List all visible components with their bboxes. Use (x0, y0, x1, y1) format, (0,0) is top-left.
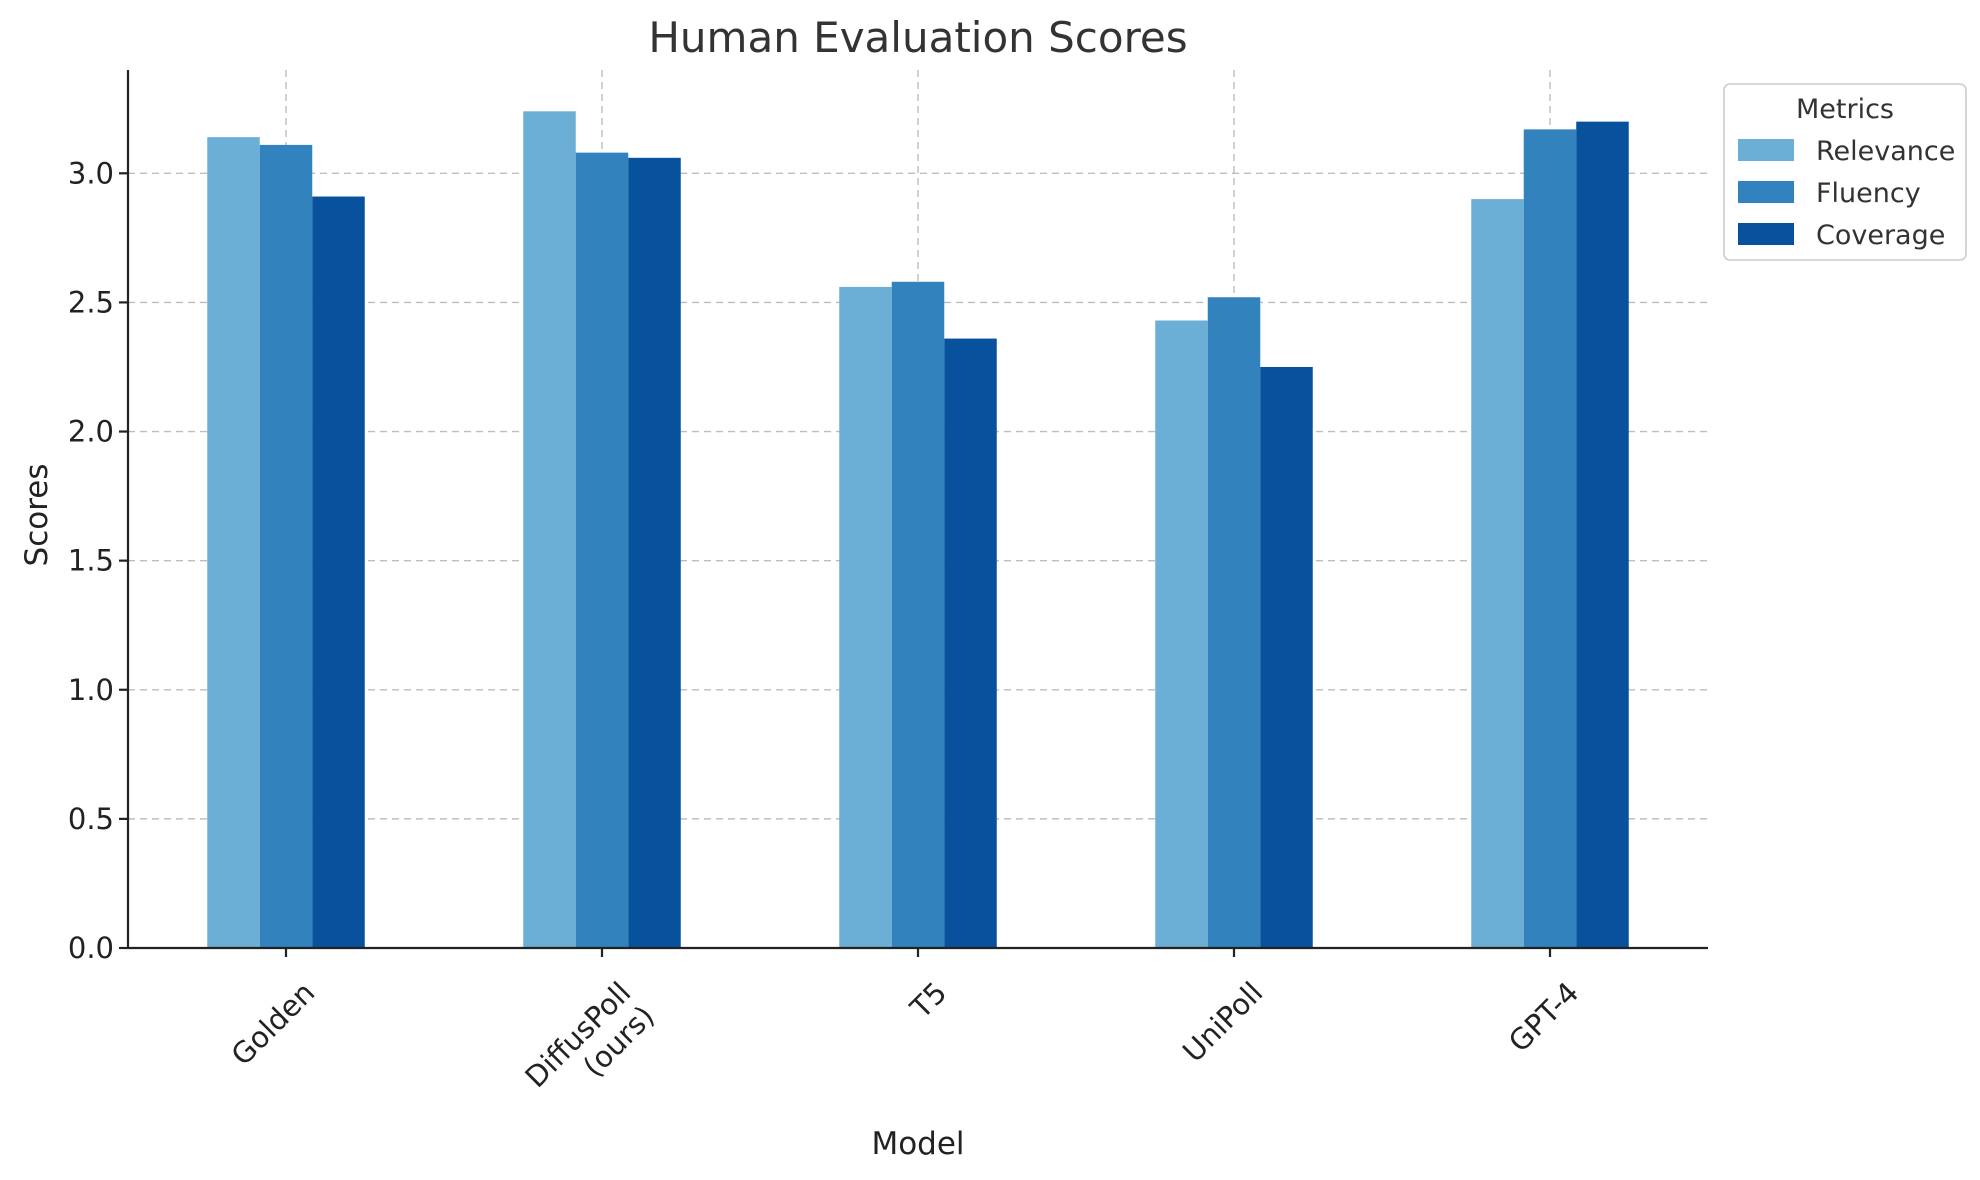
x-tick-label: GPT-4 (1502, 975, 1585, 1058)
x-tick-label: DiffusPoll(ours) (518, 975, 660, 1117)
legend-swatch-fluency (1738, 181, 1794, 203)
bar-relevance-2 (839, 286, 892, 949)
x-tick-label-line: T5 (903, 975, 953, 1025)
bar-fluency-0 (259, 144, 313, 948)
legend-swatch-relevance (1738, 139, 1794, 161)
legend-items: Relevance Fluency Coverage (1738, 136, 1955, 251)
bars-layer (207, 111, 1629, 949)
bar-relevance-1 (523, 111, 576, 949)
bar-fluency-4 (1523, 129, 1577, 949)
y-tick-label: 2.0 (68, 415, 114, 449)
bar-coverage-4 (1576, 121, 1629, 949)
x-tick-label-line: UniPoll (1176, 975, 1269, 1068)
bar-coverage-1 (628, 157, 681, 949)
legend-swatch-coverage (1738, 223, 1794, 245)
legend-label-relevance: Relevance (1816, 136, 1955, 167)
bar-fluency-3 (1207, 297, 1261, 948)
y-tick-label: 0.5 (68, 802, 114, 836)
y-tick-label: 0.0 (68, 931, 114, 965)
legend-label-fluency: Fluency (1816, 178, 1921, 209)
bar-coverage-2 (944, 338, 997, 948)
chart-title: Human Evaluation Scores (648, 13, 1187, 62)
bar-relevance-3 (1155, 320, 1208, 948)
bar-relevance-4 (1471, 199, 1524, 948)
x-axis-label: Model (871, 1126, 964, 1162)
x-tick-label: Golden (225, 975, 322, 1072)
bar-relevance-0 (207, 137, 260, 948)
x-tick-label-line: GPT-4 (1502, 975, 1585, 1058)
y-axis-label: Scores (19, 464, 55, 567)
bar-fluency-2 (891, 281, 945, 948)
x-tick-label: T5 (903, 975, 953, 1025)
bar-coverage-0 (312, 196, 365, 949)
bar-coverage-3 (1260, 366, 1313, 948)
legend: Metrics Relevance Fluency Coverage (1723, 83, 1967, 261)
legend-frame (1723, 83, 1967, 261)
x-tick-label: UniPoll (1176, 975, 1269, 1068)
y-tick-label: 1.5 (68, 544, 114, 578)
legend-label-coverage: Coverage (1816, 220, 1945, 251)
y-tick-label: 1.0 (68, 673, 114, 707)
x-tick-label-line: Golden (225, 975, 322, 1072)
legend-title: Metrics (1796, 94, 1894, 125)
y-tick-label: 2.5 (68, 285, 114, 319)
bar-fluency-1 (575, 152, 629, 948)
y-tick-label: 3.0 (68, 156, 114, 190)
